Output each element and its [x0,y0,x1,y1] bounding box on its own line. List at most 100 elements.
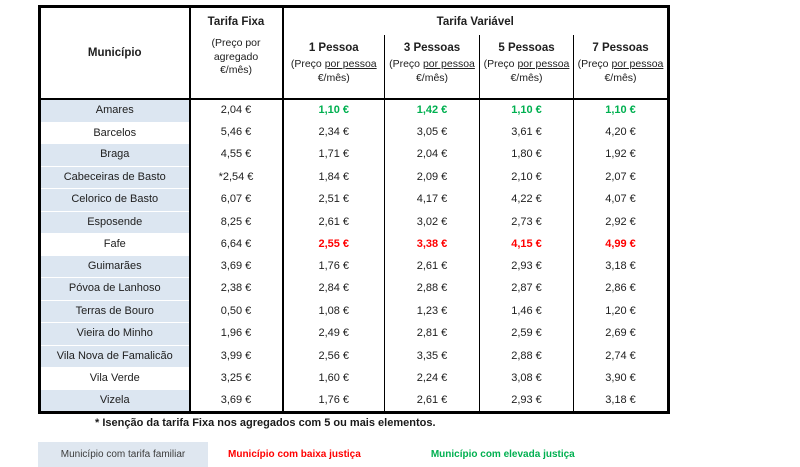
underlined-text: por pessoa [611,58,664,70]
fixed-tariff-cell: 4,55 € [189,144,284,166]
table-row: Vieira do Minho 1,96 €2,49 €2,81 €2,59 €2… [39,322,669,346]
variable-tariff-cell: 2,88 € [479,345,574,368]
fixed-tariff-cell: 3,69 € [189,255,284,278]
variable-tariff-cell: 1,76 € [282,255,385,278]
municipality-cell: Póvoa de Lanhoso [39,277,191,301]
header-municipio: Município [39,6,191,99]
variable-tariff-cell: 1,46 € [479,300,574,323]
header-person-5-sub: (Preço por pessoa €/mês) [480,58,573,85]
underlined-text: por pessoa [422,58,475,70]
variable-tariff-cell: 2,61 € [384,255,480,278]
variable-tariff-cell: 2,81 € [384,322,480,345]
variable-tariff-cell: 1,80 € [479,144,574,166]
municipality-cell: Vieira do Minho [39,322,191,346]
variable-tariff-cell: 2,88 € [384,277,480,300]
variable-tariff-cell: 2,92 € [573,211,669,234]
variable-tariff-cell: 2,86 € [573,277,669,300]
variable-tariff-cell: 2,09 € [384,166,480,189]
variable-tariff-cell: 2,56 € [282,345,385,368]
fixed-tariff-cell: 3,25 € [189,367,284,390]
variable-tariff-cell: 1,76 € [282,389,385,413]
municipality-cell: Celorico de Basto [39,188,191,212]
table-row: Celorico de Basto 6,07 €2,51 €4,17 €4,22 … [39,188,669,212]
header-person-5-label: 5 Pessoas [498,42,555,54]
municipality-cell: Vizela [39,389,191,413]
sub-suffix: €/mês) [510,71,543,84]
variable-tariff-cell: 1,20 € [573,300,669,323]
header-tarifa-fixa-title: Tarifa Fixa [207,16,265,28]
municipality-cell: Barcelos [39,122,191,144]
variable-tariff-cell: 1,08 € [282,300,385,323]
table-row: Amares 2,04 €1,10 €1,42 €1,10 €1,10 € [39,99,669,123]
variable-tariff-cell: 3,18 € [573,389,669,413]
sub-prefix: (Preço [389,58,423,70]
table-row: Póvoa de Lanhoso 2,38 €2,84 €2,88 €2,87 €… [39,277,669,301]
variable-tariff-cell: 4,07 € [573,188,669,211]
variable-tariff-cell: 4,15 € [479,233,574,256]
table-row: Cabeceiras de Basto *2,54 €1,84 €2,09 €2,… [39,166,669,189]
fixed-tariff-cell: 1,96 € [189,322,284,345]
sub-suffix: €/mês) [317,71,350,84]
municipality-cell: Guimarães [39,255,191,278]
variable-tariff-cell: 2,55 € [282,233,385,256]
municipality-cell: Braga [39,144,191,167]
variable-tariff-cell: 3,08 € [479,367,574,390]
variable-tariff-cell: 4,22 € [479,188,574,211]
header-person-1-sub: (Preço por pessoa €/mês) [284,58,385,85]
variable-tariff-cell: 3,61 € [479,122,574,144]
table-row: Braga 4,55 €1,71 €2,04 €1,80 €1,92 € [39,144,669,167]
variable-tariff-cell: 1,60 € [282,367,385,390]
footnote: * Isenção da tarifa Fixa nos agregados c… [95,417,436,429]
variable-tariff-cell: 2,51 € [282,188,385,211]
municipality-cell: Amares [39,99,191,123]
header-person-3-sub: (Preço por pessoa €/mês) [385,58,479,85]
page: Município Tarifa Fixa (Preço por agregad… [38,5,670,467]
variable-tariff-cell: 2,73 € [479,211,574,234]
variable-tariff-cell: 2,59 € [479,322,574,345]
table-row: Vila Verde 3,25 €1,60 €2,24 €3,08 €3,90 € [39,367,669,390]
fixed-tariff-cell: 3,69 € [189,389,284,413]
header-tarifa-fixa-sub: (Preço por agregado €/mês) [211,37,261,76]
variable-tariff-cell: 2,34 € [282,122,385,144]
table-row: Esposende 8,25 €2,61 €3,02 €2,73 €2,92 € [39,211,669,234]
header-person-1: 1 Pessoa (Preço por pessoa €/mês) [282,35,385,99]
table-row: Vila Nova de Famalicão 3,99 €2,56 €3,35 €… [39,345,669,368]
underlined-text: por pessoa [517,58,570,70]
header-tarifa-variavel: Tarifa Variável [282,6,669,35]
variable-tariff-cell: 1,71 € [282,144,385,166]
sub-prefix: (Preço [483,58,518,70]
legend-familiar-swatch: Município com tarifa familiar [38,442,208,467]
variable-tariff-cell: 2,61 € [282,211,385,234]
variable-tariff-cell: 3,05 € [384,122,480,144]
variable-tariff-cell: 1,42 € [384,99,480,122]
sub-suffix: €/mês) [604,71,637,84]
fixed-tariff-cell: 8,25 € [189,211,284,234]
variable-tariff-cell: 2,87 € [479,277,574,300]
variable-tariff-cell: 1,23 € [384,300,480,323]
header-tarifa-fixa: Tarifa Fixa (Preço por agregado €/mês) [189,6,284,99]
variable-tariff-cell: 3,38 € [384,233,480,256]
municipality-cell: Terras de Bouro [39,300,191,323]
variable-tariff-cell: 1,10 € [479,99,574,122]
header-person-5: 5 Pessoas (Preço por pessoa €/mês) [479,35,574,99]
variable-tariff-cell: 3,90 € [573,367,669,390]
table-row: Vizela 3,69 €1,76 €2,61 €2,93 €3,18 € [39,389,669,413]
fixed-tariff-cell: 6,07 € [189,188,284,211]
variable-tariff-cell: 2,69 € [573,322,669,345]
table-header: Município Tarifa Fixa (Preço por agregad… [39,6,669,99]
fixed-tariff-cell: 2,04 € [189,99,284,122]
variable-tariff-cell: 4,17 € [384,188,480,211]
table-row: Guimarães 3,69 €1,76 €2,61 €2,93 €3,18 € [39,255,669,278]
fixed-tariff-cell: *2,54 € [189,166,284,189]
variable-tariff-cell: 2,93 € [479,389,574,413]
variable-tariff-cell: 2,24 € [384,367,480,390]
header-person-7: 7 Pessoas (Preço por pessoa €/mês) [573,35,669,99]
sub-prefix: (Preço [290,58,325,70]
table-row: Barcelos 5,46 €2,34 €3,05 €3,61 €4,20 € [39,122,669,144]
variable-tariff-cell: 1,10 € [573,99,669,122]
header-person-7-label: 7 Pessoas [592,42,649,54]
variable-tariff-cell: 3,35 € [384,345,480,368]
header-person-3: 3 Pessoas (Preço por pessoa €/mês) [384,35,480,99]
sub-prefix: (Preço [577,58,612,70]
fixed-tariff-cell: 3,99 € [189,345,284,368]
